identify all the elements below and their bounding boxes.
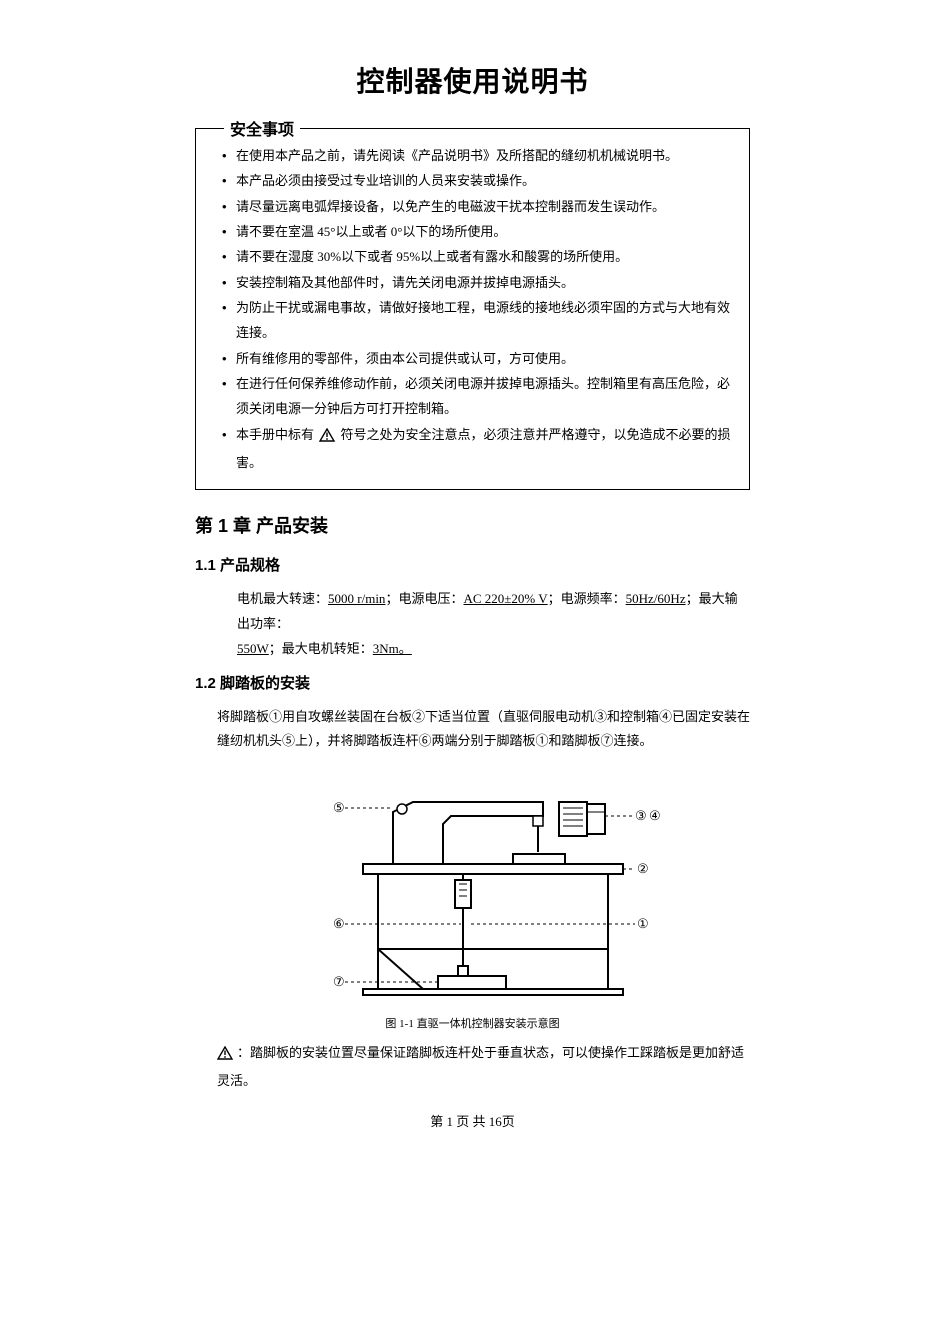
spec-label: ；电源频率： — [548, 591, 626, 606]
warning-triangle-icon — [319, 425, 335, 450]
spec-label: ；最大电机转矩： — [269, 641, 373, 656]
warning-note-text: ：踏脚板的安装位置尽量保证踏脚板连杆处于垂直状态，可以使操作工踩踏板是更加舒适灵… — [217, 1045, 744, 1088]
chapter-title: 第 1 章 产品安装 — [195, 512, 750, 538]
safety-item: 请不要在室温 45°以上或者 0°以下的场所使用。 — [220, 219, 731, 244]
section-1-1-title: 1.1 产品规格 — [195, 554, 750, 575]
safety-item-with-icon: 本手册中标有 符号之处为安全注意点，必须注意并严格遵守，以免造成不必要的损害。 — [220, 422, 731, 476]
safety-item: 在使用本产品之前，请先阅读《产品说明书》及所搭配的缝纫机机械说明书。 — [220, 143, 731, 168]
safety-last-prefix: 本手册中标有 — [236, 427, 314, 442]
callout-1: ① — [637, 916, 649, 931]
callout-2: ② — [637, 861, 649, 876]
spec-label: ；电源电压： — [385, 591, 463, 606]
callout-3: ③ — [635, 808, 647, 823]
safety-legend: 安全事项 — [224, 116, 300, 140]
spec-label: 电机最大转速： — [237, 591, 328, 606]
safety-item: 安装控制箱及其他部件时，请先关闭电源并拔掉电源插头。 — [220, 270, 731, 295]
spec-value: 550W — [237, 641, 269, 656]
document-page: 控制器使用说明书 安全事项 在使用本产品之前，请先阅读《产品说明书》及所搭配的缝… — [0, 60, 945, 1130]
spec-value: 50Hz/60Hz — [626, 591, 686, 606]
safety-list: 在使用本产品之前，请先阅读《产品说明书》及所搭配的缝纫机机械说明书。 本产品必须… — [220, 143, 731, 475]
safety-item: 请尽量远离电弧焊接设备，以免产生的电磁波干扰本控制器而发生误动作。 — [220, 194, 731, 219]
callout-5: ⑤ — [333, 800, 345, 815]
safety-item: 在进行任何保养维修动作前，必须关闭电源并拔掉电源插头。控制箱里有高压危险，必须关… — [220, 371, 731, 422]
spec-line: 电机最大转速：5000 r/min；电源电压：AC 220±20% V；电源频率… — [237, 587, 750, 661]
safety-item: 所有维修用的零部件，须由本公司提供或认可，方可使用。 — [220, 346, 731, 371]
spec-value: 3Nm。 — [373, 641, 412, 656]
safety-item: 为防止干扰或漏电事故，请做好接地工程，电源线的接地线必须牢固的方式与大地有效连接… — [220, 295, 731, 346]
section-1-2-title: 1.2 脚踏板的安装 — [195, 672, 750, 693]
safety-item: 请不要在湿度 30%以下或者 95%以上或者有露水和酸雾的场所使用。 — [220, 244, 731, 269]
spec-value: AC 220±20% V — [463, 591, 547, 606]
safety-box: 安全事项 在使用本产品之前，请先阅读《产品说明书》及所搭配的缝纫机机械说明书。 … — [195, 128, 750, 490]
safety-item: 本产品必须由接受过专业培训的人员来安装或操作。 — [220, 168, 731, 193]
section-1-2-body: 将脚踏板①用自攻螺丝装固在台板②下适当位置（直驱伺服电动机③和控制箱④已固定安装… — [217, 705, 750, 754]
callout-7: ⑦ — [333, 974, 345, 989]
warning-triangle-icon — [217, 1044, 233, 1069]
callout-4: ④ — [649, 808, 661, 823]
spec-value: 5000 r/min — [328, 591, 385, 606]
page-title: 控制器使用说明书 — [195, 60, 750, 100]
callout-6: ⑥ — [333, 916, 345, 931]
warning-note: ：踏脚板的安装位置尽量保证踏脚板连杆处于垂直状态，可以使操作工踩踏板是更加舒适灵… — [217, 1041, 750, 1093]
figure-caption: 图 1-1 直驱一体机控制器安装示意图 — [195, 1015, 750, 1031]
installation-diagram: ⑤ ③ ④ ② ① ⑥ ⑦ — [195, 764, 750, 1009]
page-footer: 第 1 页 共 16页 — [195, 1111, 750, 1130]
